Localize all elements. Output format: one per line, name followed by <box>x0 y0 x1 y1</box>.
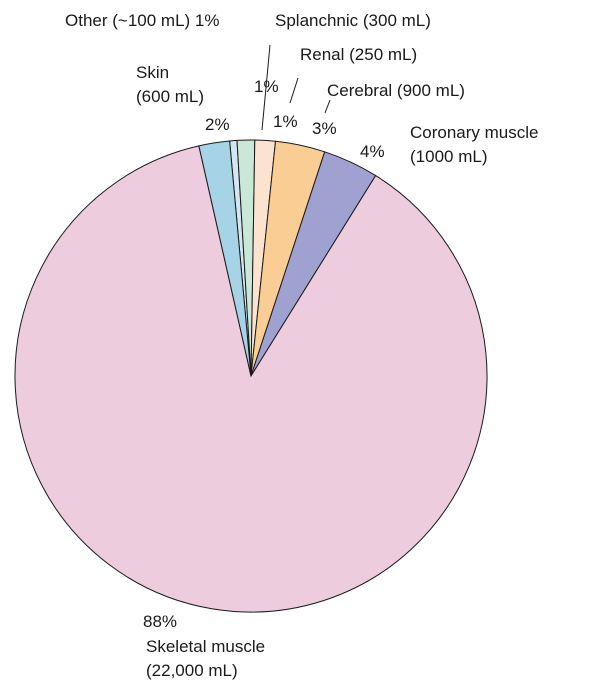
label-skin-percent: 2% <box>205 115 230 134</box>
label-coronary-volume: (1000 mL) <box>410 147 487 166</box>
pie-slice-skin <box>198 140 252 377</box>
label-coronary-name: Coronary muscle <box>410 123 539 142</box>
leader-line-renal <box>289 77 299 104</box>
pie-slice-skeletal-muscle <box>14 145 488 613</box>
pie-slices <box>14 139 488 613</box>
label-cerebral-name: Cerebral (900 mL) <box>327 81 465 100</box>
label-skeletal-name: Skeletal muscle <box>146 637 265 656</box>
leader-line-splanchnic <box>261 44 271 131</box>
label-other: Other (~100 mL) 1% <box>65 11 220 30</box>
leader-line-cerebral <box>324 99 331 114</box>
label-skeletal-percent: 88% <box>143 612 177 631</box>
label-splanchnic-name: Splanchnic (300 mL) <box>275 11 431 30</box>
label-skin-name: Skin <box>136 63 169 82</box>
label-skeletal-volume: (22,000 mL) <box>146 661 238 680</box>
label-skin-volume: (600 mL) <box>136 87 204 106</box>
label-renal-name: Renal (250 mL) <box>300 45 417 64</box>
label-renal-percent: 1% <box>273 112 298 131</box>
label-splanchnic-percent: 1% <box>254 77 279 96</box>
label-coronary-percent: 4% <box>360 142 385 161</box>
label-cerebral-percent: 3% <box>312 119 337 138</box>
